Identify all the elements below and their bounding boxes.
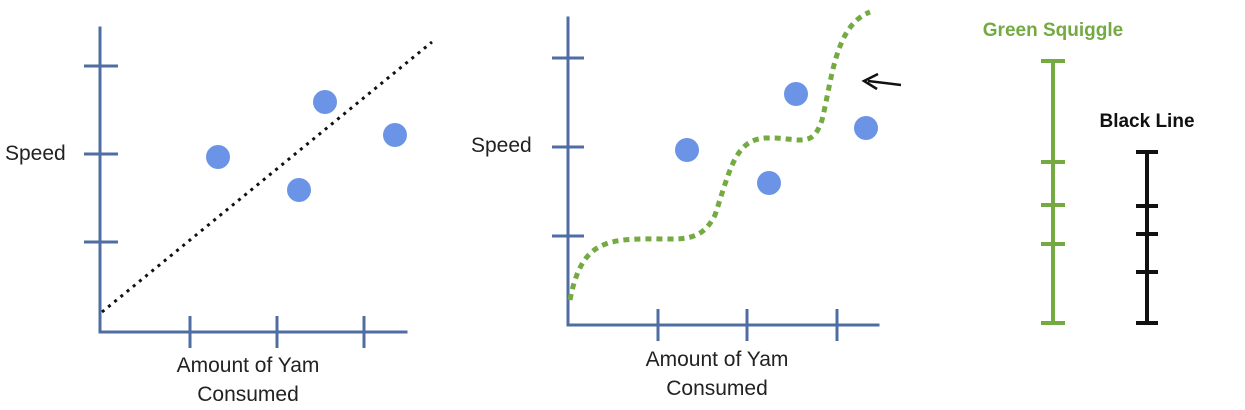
green-squiggle-fit: [567, 9, 872, 301]
right-y-axis-label: Speed: [471, 134, 532, 157]
arrow-icon: [861, 72, 902, 91]
left-point-2: [287, 178, 311, 202]
black-line-scale: Black Line: [1099, 111, 1195, 325]
right-x-axis-label-line2: Consumed: [666, 377, 768, 400]
left-y-axis-label: Speed: [5, 142, 66, 165]
right-point-2: [757, 171, 781, 195]
left-point-3: [313, 90, 337, 114]
black-line-title: Black Line: [1099, 111, 1194, 132]
black-dotted-fit-line: [101, 40, 433, 314]
green-squiggle-title: Green Squiggle: [983, 20, 1123, 41]
left-point-4: [383, 123, 407, 147]
left-point-1: [206, 145, 230, 169]
green-squiggle-scale: Green Squiggle: [983, 20, 1123, 325]
right-plot: Speed Amount of Yam Consumed: [471, 9, 902, 400]
left-plot: Speed Amount of Yam Consumed: [5, 26, 433, 406]
left-x-axis-label-line1: Amount of Yam: [177, 354, 320, 377]
left-x-axis-label-line2: Consumed: [197, 383, 299, 406]
right-point-3: [784, 82, 808, 106]
right-point-4: [854, 116, 878, 140]
left-plot-axes: [98, 26, 408, 334]
right-plot-axes: [566, 16, 880, 327]
right-x-axis-label-line1: Amount of Yam: [646, 348, 789, 371]
right-point-1: [675, 138, 699, 162]
